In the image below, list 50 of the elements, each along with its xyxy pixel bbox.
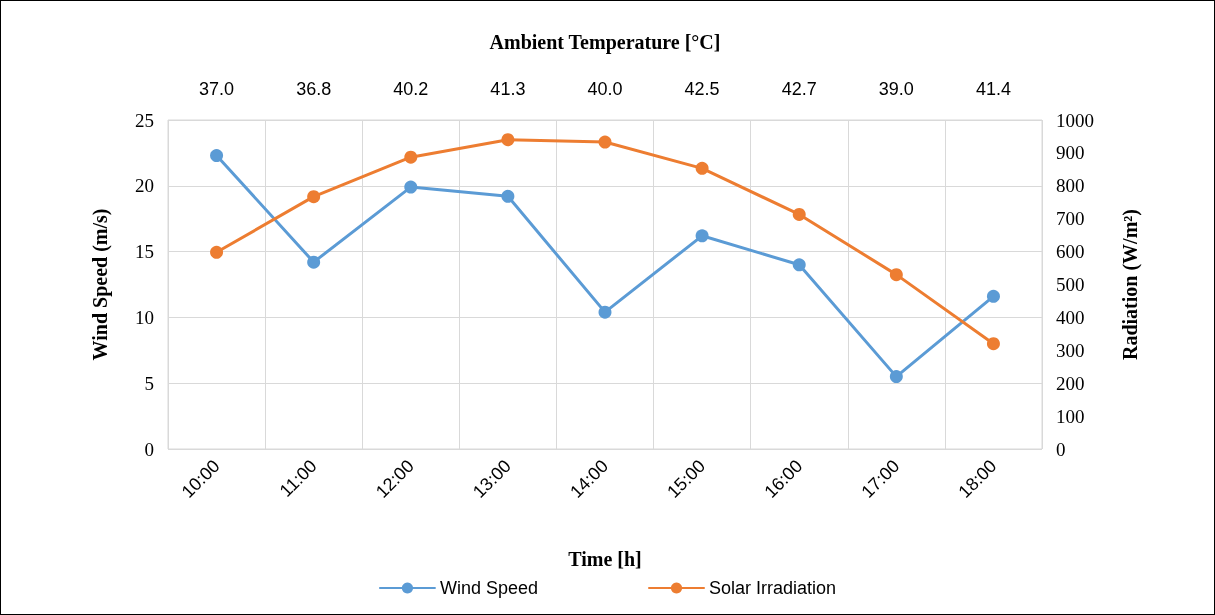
y2-tick-label: 700 bbox=[1056, 208, 1085, 230]
point bbox=[889, 268, 903, 282]
x2-axis-title: Ambient Temperature [°C] bbox=[489, 31, 721, 54]
y-axis-title: Wind Speed (m/s) bbox=[89, 208, 112, 361]
point bbox=[210, 245, 224, 259]
text: 41.3 bbox=[490, 79, 526, 99]
text: 42.5 bbox=[684, 79, 720, 99]
y-tick-label: 0 bbox=[144, 438, 154, 460]
point bbox=[307, 255, 321, 269]
x-axis-title: Time [h] bbox=[568, 548, 642, 570]
point bbox=[404, 180, 418, 194]
point bbox=[598, 305, 612, 319]
y-tick-label: 25 bbox=[135, 109, 154, 131]
y2-tick-label: 800 bbox=[1056, 175, 1085, 197]
y2-tick-label: 1000 bbox=[1056, 109, 1094, 131]
text: 40.0 bbox=[587, 79, 623, 99]
point bbox=[307, 190, 321, 204]
text: 37.0 bbox=[199, 79, 235, 99]
point bbox=[404, 150, 418, 164]
y2-tick-label: 300 bbox=[1056, 339, 1085, 361]
point bbox=[695, 161, 709, 175]
point bbox=[889, 370, 903, 384]
point bbox=[792, 207, 806, 221]
y2-tick-label: 200 bbox=[1056, 372, 1085, 394]
y2-tick-label: 100 bbox=[1056, 405, 1085, 427]
point bbox=[695, 229, 709, 243]
point bbox=[986, 289, 1000, 303]
point bbox=[501, 133, 515, 147]
y2-tick-label: 600 bbox=[1056, 241, 1085, 263]
point bbox=[501, 189, 515, 203]
y-tick-label: 15 bbox=[135, 241, 154, 263]
text: 39.0 bbox=[878, 79, 914, 99]
y2-tick-label: 0 bbox=[1056, 438, 1066, 460]
legend-label: Wind Speed bbox=[439, 578, 538, 598]
y2-tick-label: 500 bbox=[1056, 274, 1085, 295]
text: 42.7 bbox=[781, 79, 817, 99]
point bbox=[792, 258, 806, 272]
point bbox=[598, 135, 612, 149]
point bbox=[986, 337, 1000, 351]
legend-label: Solar Irradiation bbox=[709, 578, 837, 598]
text: 40.2 bbox=[393, 79, 429, 99]
y-tick-label: 20 bbox=[135, 175, 154, 197]
y2-tick-label: 400 bbox=[1056, 306, 1085, 328]
y-tick-label: 10 bbox=[135, 306, 154, 328]
y2-tick-label: 900 bbox=[1056, 142, 1085, 164]
point bbox=[210, 149, 224, 163]
text: 41.4 bbox=[975, 79, 1011, 99]
y2-axis-title: Radiation (W/m²) bbox=[1119, 209, 1142, 360]
y-tick-label: 5 bbox=[144, 372, 154, 394]
text: 36.8 bbox=[296, 79, 332, 99]
